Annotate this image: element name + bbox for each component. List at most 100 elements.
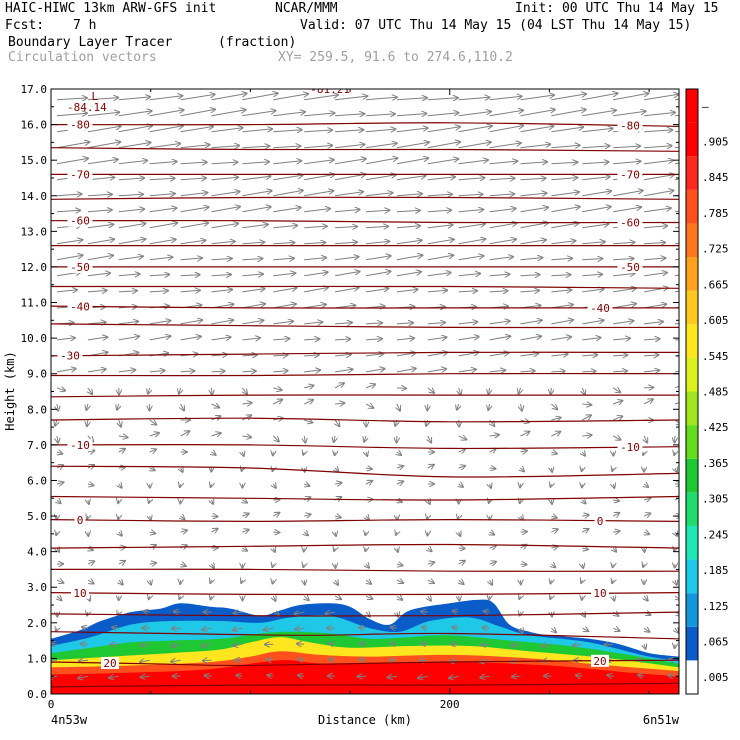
colorbar-swatch	[686, 492, 698, 526]
vector-arrow	[56, 142, 89, 149]
vector-arrow	[273, 355, 287, 356]
vector-arrow	[273, 513, 279, 516]
vector-arrow	[613, 401, 622, 404]
vector-arrow	[118, 97, 150, 100]
colorbar-swatch	[686, 525, 698, 560]
vector-arrow	[613, 371, 627, 372]
forecast-label: Fcst:	[5, 18, 45, 33]
contour-line	[51, 659, 679, 667]
vector-arrow	[458, 178, 485, 180]
colorbar-label: .185	[702, 564, 729, 577]
vector-arrow	[211, 275, 231, 276]
colorbar-label: .905	[702, 136, 729, 149]
vector-arrow	[273, 258, 294, 260]
vector-arrow	[674, 596, 679, 600]
vector-arrow	[335, 257, 358, 260]
vector-arrow	[211, 337, 231, 340]
vector-arrow	[57, 452, 62, 454]
vector-arrow	[612, 436, 620, 440]
vector-arrow	[644, 175, 674, 181]
vector-arrow	[304, 160, 334, 165]
vector-arrow	[118, 209, 144, 212]
vector-arrow	[149, 433, 159, 436]
vector-arrow	[480, 676, 490, 677]
colorbar-swatch	[686, 290, 698, 325]
vector-arrow	[489, 468, 496, 469]
vector-arrow	[86, 403, 88, 410]
vector-arrow	[335, 130, 363, 132]
vector-arrow	[613, 355, 627, 356]
contour-label: -50	[70, 261, 90, 274]
vector-arrow	[458, 516, 459, 519]
contour-label: 10	[593, 587, 606, 600]
vector-arrow	[242, 191, 271, 197]
vector-arrow	[118, 178, 144, 180]
vector-arrow	[211, 192, 240, 197]
vector-arrow	[582, 289, 603, 292]
vector-arrow	[144, 611, 150, 612]
vector-arrow	[335, 272, 359, 277]
vector-arrow	[149, 596, 150, 599]
vector-arrow	[613, 500, 619, 501]
vector-arrow	[273, 94, 308, 101]
vector-arrow	[365, 129, 395, 132]
vector-arrow	[613, 596, 614, 601]
vector-arrow	[87, 98, 118, 100]
vector-arrow	[365, 596, 372, 599]
vector-arrow	[87, 516, 88, 519]
colorbar-swatch	[686, 425, 698, 459]
vector-arrow	[242, 468, 243, 471]
vector-arrow	[51, 643, 58, 644]
vector-arrow	[644, 258, 665, 260]
vector-arrow	[644, 484, 648, 487]
vector-arrow	[489, 257, 513, 260]
org-label: NCAR/MMM	[275, 1, 338, 16]
vector-arrow	[365, 193, 393, 197]
vector-arrow	[149, 110, 184, 117]
vector-arrow	[551, 127, 583, 133]
vector-arrow	[335, 96, 367, 101]
vector-arrow	[118, 161, 147, 165]
vector-arrow	[582, 612, 585, 617]
vector-arrow	[273, 208, 300, 213]
vector-arrow	[511, 644, 521, 646]
vector-arrow	[489, 161, 518, 164]
vector-arrow	[520, 336, 542, 341]
vector-arrow	[675, 628, 678, 633]
vector-arrow	[612, 388, 620, 392]
vector-arrow	[304, 272, 327, 277]
vector-arrow	[365, 468, 372, 469]
vector-arrow	[273, 161, 301, 164]
vector-arrow	[118, 321, 138, 324]
vector-arrow	[489, 336, 511, 341]
vectors-label: Circulation vectors	[8, 50, 157, 65]
vector-arrow	[365, 143, 397, 149]
colorbar-swatch	[686, 626, 698, 661]
vector-arrow	[365, 271, 391, 277]
vector-arrow	[56, 369, 76, 372]
vector-arrow	[458, 337, 479, 341]
vector-arrow	[117, 403, 119, 410]
vector-arrow	[119, 532, 122, 536]
vector-arrow	[304, 532, 308, 535]
vector-arrow	[643, 564, 644, 567]
vector-arrow	[365, 369, 385, 372]
contour-line	[51, 592, 679, 596]
vector-arrow	[81, 644, 88, 645]
vector-arrow	[582, 274, 602, 276]
vector-arrow	[489, 143, 521, 149]
vector-arrow	[149, 336, 171, 341]
vector-arrow	[489, 178, 515, 180]
vector-arrow	[453, 611, 459, 612]
temperature-contours: -80 -80 -70 -70 -60 -60 -50 -50 -40 -40 -30 -10 -10 0…	[51, 118, 679, 688]
vector-arrow	[675, 435, 676, 442]
vector-arrow	[211, 224, 239, 229]
vector-arrow	[490, 484, 491, 488]
vector-arrow	[149, 420, 157, 425]
vector-arrow	[674, 339, 679, 341]
y-tick-label: 11.0	[21, 297, 48, 310]
vector-arrow	[335, 192, 363, 197]
vector-arrow	[488, 403, 489, 410]
forecast-hours: 7 h	[73, 18, 97, 33]
vector-arrow	[211, 404, 220, 408]
